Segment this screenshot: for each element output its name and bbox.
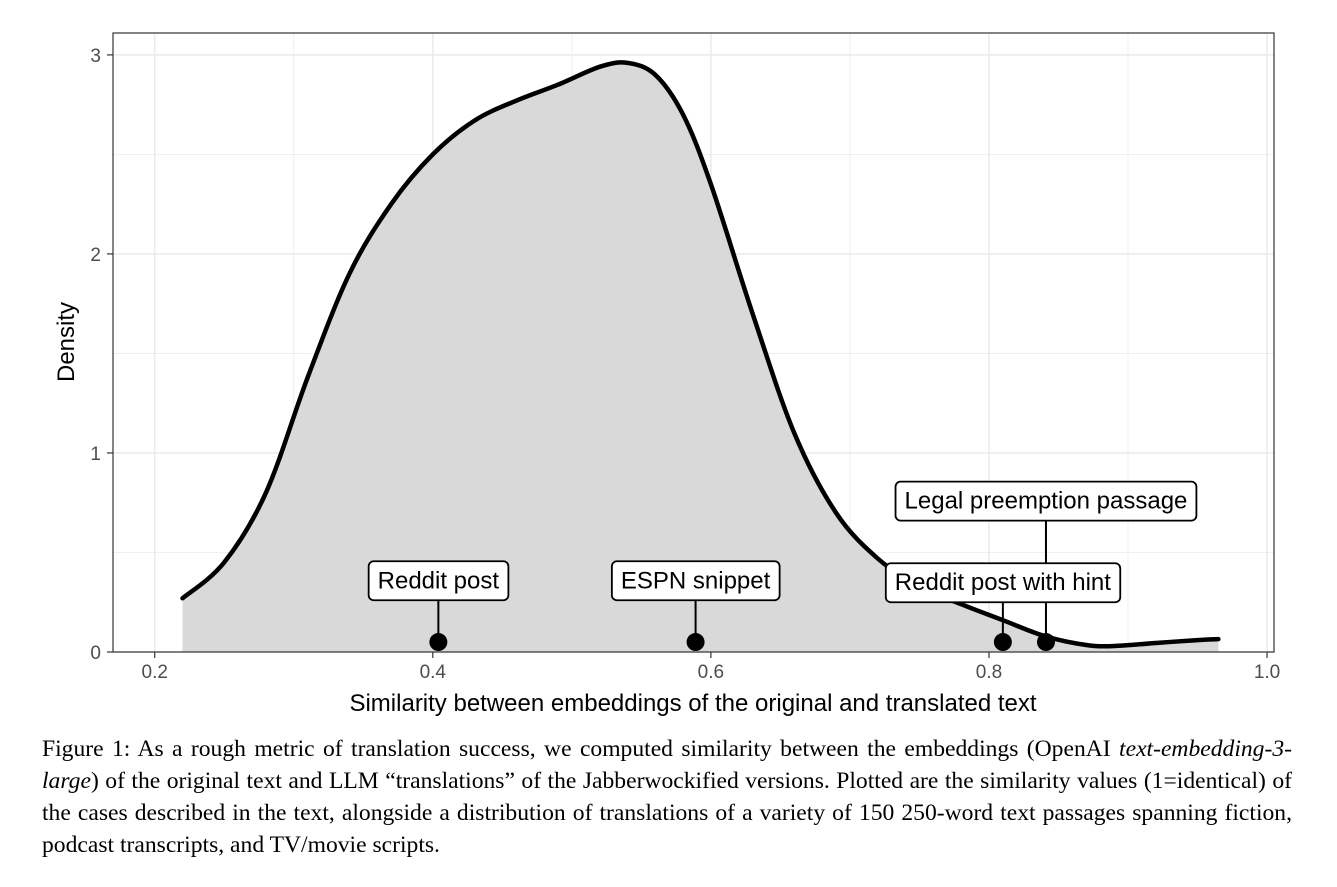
density-figure: Reddit post ESPN snippet Reddit post with …: [53, 32, 1280, 717]
caption-text-start: As a rough metric of translation success…: [137, 736, 1111, 762]
caption-model-name: text-embedding-3-large: [42, 736, 1292, 794]
y-tick-label: 3: [90, 46, 101, 67]
x-axis-title: Similarity between embeddings of the ori…: [349, 690, 1036, 717]
annotation-label-text: Reddit post: [378, 567, 500, 594]
annotation-label-text: ESPN snippet: [621, 567, 771, 594]
annotation-label: ESPN snippet: [610, 560, 781, 602]
caption-text-end: ) of the original text and LLM “translat…: [42, 768, 1292, 858]
panel-border: [112, 32, 1275, 653]
annotation-point: [686, 633, 705, 652]
figure-caption: Figure 1: As a rough metric of translati…: [42, 733, 1292, 861]
density-chart: Reddit post ESPN snippet Reddit post with …: [53, 32, 1280, 717]
annotation-point: [429, 633, 448, 652]
x-tick-label: 0.4: [420, 662, 447, 683]
annotation-label-box: [610, 560, 781, 602]
y-tick-label: 1: [90, 444, 101, 465]
density-area: [182, 62, 1219, 652]
axes: 0.2 0.4 0.6 0.8 1.0 0 1 2 3: [90, 46, 1280, 683]
annotation-label-box: [894, 480, 1198, 522]
x-tick-label: 0.8: [976, 662, 1002, 683]
y-tick-label: 2: [90, 245, 101, 266]
annotation-label-text: Reddit post with hint: [895, 569, 1111, 596]
x-tick-label: 1.0: [1254, 662, 1280, 683]
annotation-label-box: [884, 562, 1122, 604]
annotation-label: Reddit post: [367, 560, 510, 602]
x-tick-label: 0.2: [142, 662, 168, 683]
caption-figure-label: Figure 1:: [42, 736, 131, 762]
annotation-label-text: Legal preemption passage: [905, 488, 1188, 515]
y-axis-title: Density: [53, 302, 80, 382]
annotation-label: Reddit post with hint: [884, 562, 1122, 604]
annotation-label: Legal preemption passage: [894, 480, 1198, 522]
y-tick-label: 0: [90, 643, 101, 664]
annotations: Reddit post ESPN snippet Reddit post with …: [367, 480, 1198, 652]
annotation-point: [993, 633, 1012, 652]
x-tick-label: 0.6: [698, 662, 724, 683]
annotation-label-box: [367, 560, 510, 602]
annotation-point: [1036, 633, 1055, 652]
